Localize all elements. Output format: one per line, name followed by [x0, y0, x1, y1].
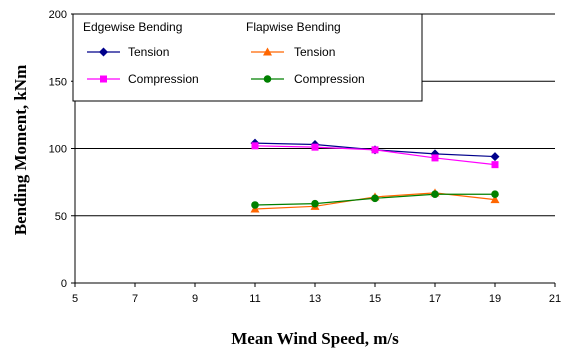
y-tick-label: 200 — [49, 9, 67, 21]
data-point — [371, 146, 379, 154]
data-point — [491, 161, 499, 169]
y-tick-label: 100 — [49, 144, 67, 156]
data-point — [311, 143, 319, 151]
legend-label: Tension — [294, 45, 335, 59]
x-tick-label: 15 — [369, 293, 381, 305]
legend-swatch-marker — [99, 47, 108, 57]
legend-label: Compression — [294, 72, 365, 86]
series-layer — [250, 138, 500, 213]
data-point — [251, 142, 259, 150]
legend-entry: Compression — [251, 72, 365, 86]
data-point — [251, 201, 259, 209]
x-tick-label: 7 — [132, 293, 138, 305]
data-point — [431, 190, 439, 199]
x-tick-label: 11 — [249, 293, 260, 305]
legend-group-flapwise: Flapwise Bending — [246, 20, 341, 34]
y-tick-label: 0 — [61, 278, 67, 290]
data-point — [490, 195, 500, 204]
legend: Edgewise Bending Flapwise Bending Tensio… — [72, 13, 423, 102]
data-point — [490, 152, 500, 162]
legend-swatch-marker — [263, 47, 272, 56]
x-tick-label: 5 — [72, 293, 78, 305]
legend-entry: Compression — [87, 72, 199, 86]
x-tick-label: 19 — [489, 293, 501, 305]
x-tick-label: 9 — [192, 293, 198, 305]
legend-entry: Tension — [87, 45, 169, 59]
series-flapwise-bending-compression — [251, 190, 499, 209]
x-axis-title: Mean Wind Speed, m/s — [231, 329, 399, 348]
x-tick-label: 17 — [429, 293, 441, 305]
x-tick-label: 21 — [549, 293, 561, 305]
legend-swatch-marker — [100, 75, 107, 83]
legend-box — [72, 13, 423, 102]
y-axis-title: Bending Moment, kNm — [11, 65, 30, 235]
legend-swatch-marker — [263, 75, 272, 83]
x-tick-label: 13 — [309, 293, 321, 305]
series-edgewise-bending-compression — [251, 142, 499, 169]
data-point — [311, 199, 319, 208]
y-tick-label: 150 — [49, 76, 67, 88]
y-tick-label: 50 — [55, 211, 67, 223]
legend-label: Tension — [128, 45, 169, 59]
data-point — [431, 154, 439, 162]
legend-entry: Tension — [251, 45, 335, 59]
data-point — [371, 194, 379, 203]
legend-group-edgewise: Edgewise Bending — [83, 20, 182, 34]
data-point — [491, 190, 499, 199]
tick-labels: 0 50 100 150 200 5 7 9 11 13 15 17 19 21 — [49, 9, 561, 305]
legend-label: Compression — [128, 72, 199, 86]
